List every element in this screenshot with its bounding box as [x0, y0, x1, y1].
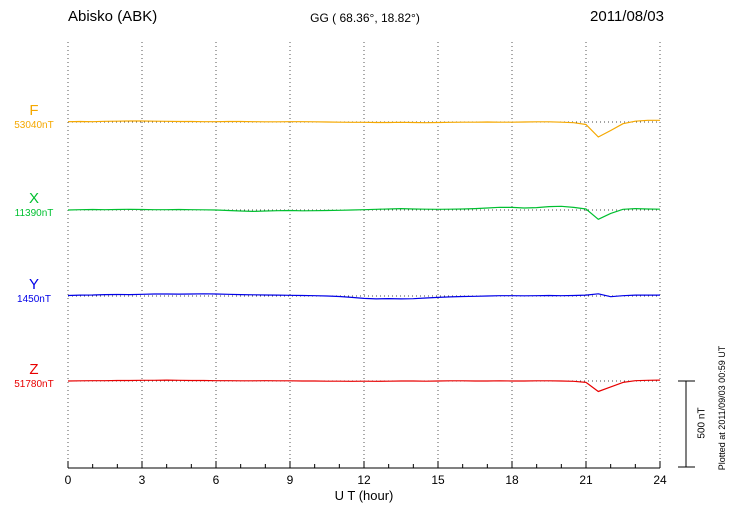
- svg-text:18: 18: [505, 473, 519, 487]
- svg-text:12: 12: [357, 473, 371, 487]
- component-baseline-y: 1450nT: [17, 294, 51, 305]
- component-baseline-f: 53040nT: [14, 120, 54, 131]
- component-baseline-z: 51780nT: [14, 379, 54, 390]
- plotted-at-note: Plotted at 2011/09/03 00:59 UT: [717, 345, 727, 471]
- svg-text:0: 0: [65, 473, 72, 487]
- x-axis-label: U T (hour): [334, 488, 394, 503]
- plot-date: 2011/08/03: [590, 8, 664, 25]
- scale-bar-label: 500 nT: [696, 407, 708, 439]
- svg-text:6: 6: [213, 473, 220, 487]
- component-letter-f: F: [29, 102, 39, 119]
- component-label-z: Z 51780nT: [2, 362, 66, 390]
- component-baseline-x: 11390nT: [14, 208, 54, 219]
- component-letter-x: X: [28, 190, 39, 207]
- station-title: Abisko (ABK): [68, 8, 158, 25]
- geographic-coordinates: GG ( 68.36°, 18.82°): [310, 11, 420, 25]
- component-letter-y: Y: [28, 276, 39, 293]
- component-label-f: F 53040nT: [2, 103, 66, 131]
- component-label-x: X 11390nT: [2, 191, 66, 219]
- svg-text:15: 15: [431, 473, 445, 487]
- svg-text:21: 21: [579, 473, 593, 487]
- component-letter-z: Z: [29, 361, 39, 378]
- component-label-y: Y 1450nT: [2, 277, 66, 305]
- svg-text:9: 9: [287, 473, 294, 487]
- svg-text:24: 24: [653, 473, 667, 487]
- svg-text:3: 3: [139, 473, 146, 487]
